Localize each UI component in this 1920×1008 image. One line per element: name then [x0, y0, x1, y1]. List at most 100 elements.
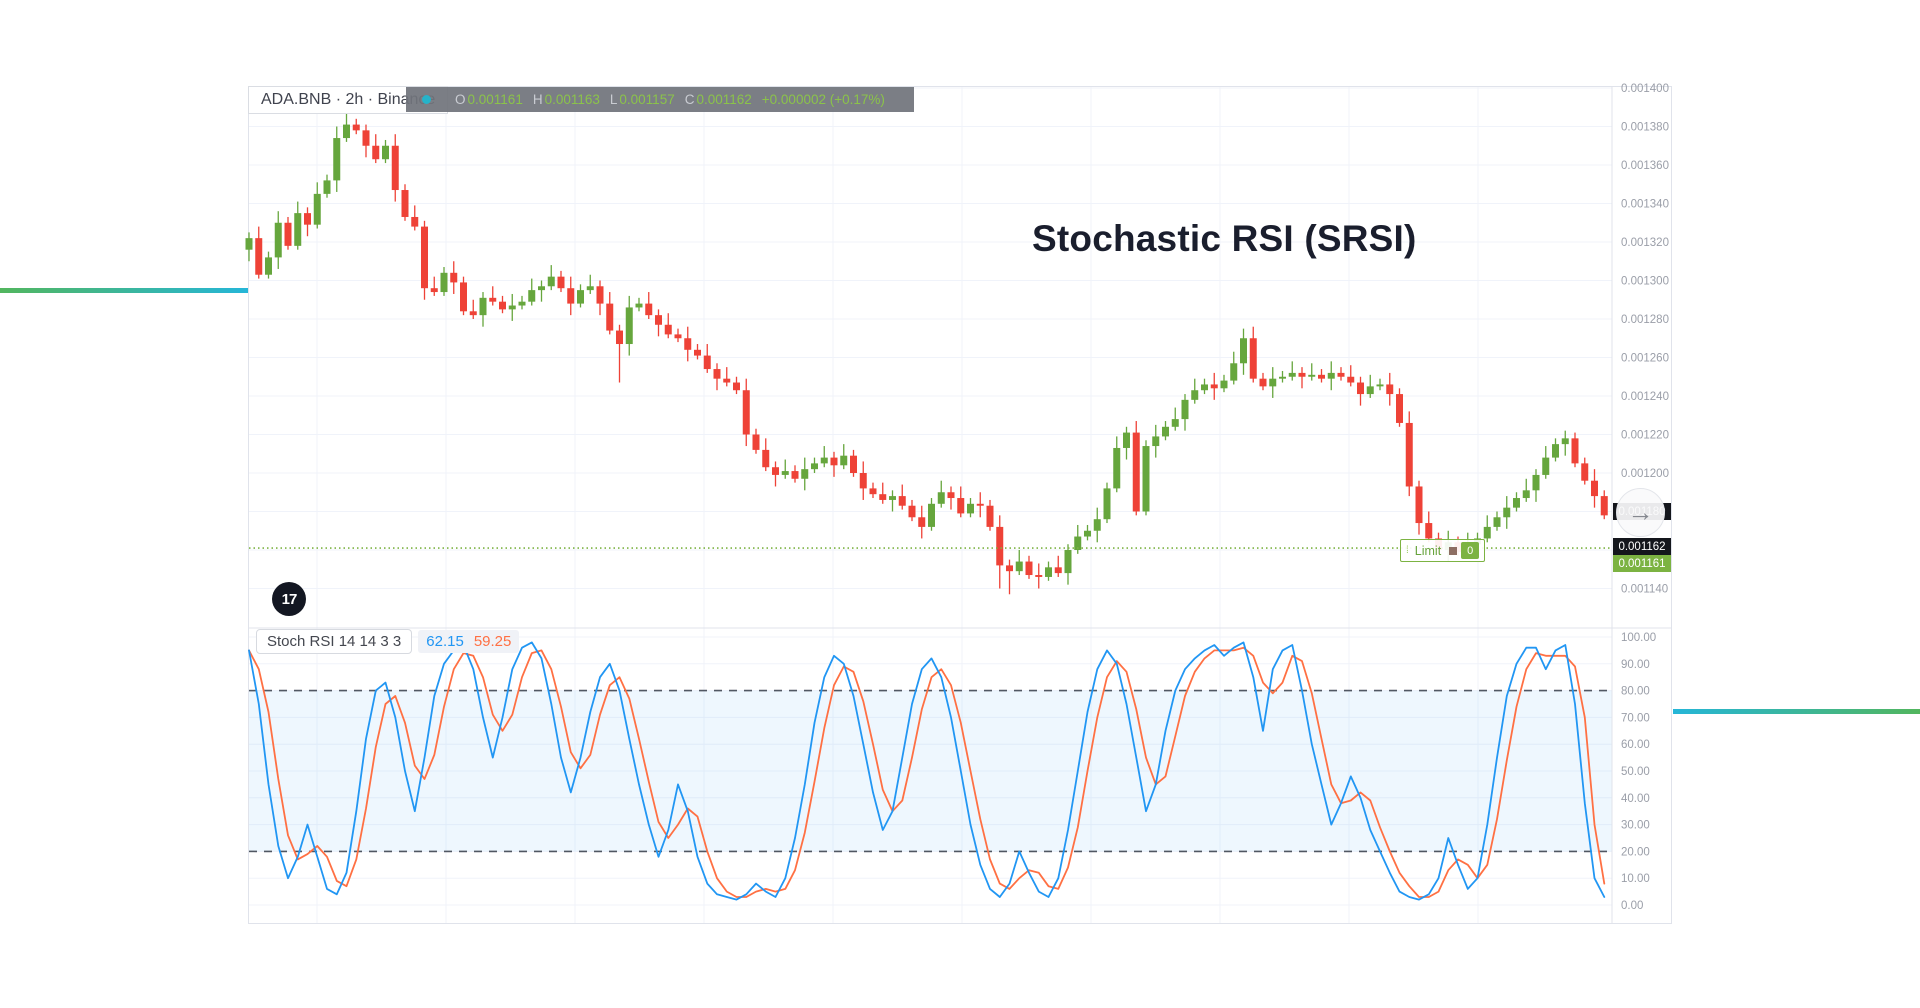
candle-body: [1327, 372, 1335, 379]
stoch-k-value: 62.15: [426, 633, 464, 650]
candle-body: [1415, 486, 1423, 524]
indicator-name[interactable]: Stoch RSI 14 14 3 3: [256, 629, 413, 654]
candle-body: [664, 324, 672, 335]
candle-body: [1308, 374, 1316, 377]
price-axis-label[interactable]: 0.001220: [1621, 430, 1669, 442]
stoch-axis-label[interactable]: 40.00: [1621, 793, 1650, 805]
candle-body: [898, 496, 906, 506]
candle-body: [1561, 438, 1569, 445]
candle-body: [1113, 447, 1121, 489]
candle-body: [343, 124, 350, 139]
candle-body: [313, 193, 321, 225]
candle-body: [976, 503, 984, 506]
candle-body: [557, 276, 565, 289]
candle-body: [1337, 372, 1345, 377]
price-axis-label[interactable]: 0.001240: [1621, 391, 1669, 403]
candle-body: [1318, 374, 1325, 379]
close-value: 0.001162: [696, 92, 752, 107]
high-label: H: [532, 92, 543, 107]
low-label: L: [609, 92, 618, 107]
candle-body: [1386, 384, 1394, 395]
stoch-axis-label[interactable]: 90.00: [1621, 659, 1650, 671]
stoch-axis-label[interactable]: 50.00: [1621, 766, 1650, 778]
price-axis-label[interactable]: 0.001300: [1621, 276, 1669, 288]
low-value: 0.001157: [619, 92, 675, 107]
candle-body: [362, 130, 370, 146]
price-axis-label[interactable]: 0.001260: [1621, 353, 1669, 365]
candle-body: [1025, 561, 1033, 576]
candle-body: [694, 349, 701, 356]
candle-body: [479, 297, 487, 316]
candle-body: [538, 286, 545, 291]
candle-body: [1132, 432, 1140, 512]
limit-order-label[interactable]: ⁞ Limit 0: [1400, 539, 1486, 562]
stoch-axis-label[interactable]: 100.00: [1621, 632, 1656, 644]
price-axis-label[interactable]: 0.001140: [1621, 584, 1668, 596]
stoch-axis-label[interactable]: 80.00: [1621, 686, 1650, 698]
candle-body: [723, 378, 731, 383]
stoch-axis-label[interactable]: 0.00: [1621, 900, 1643, 912]
candle-body: [918, 517, 926, 527]
candle-body: [703, 355, 711, 370]
price-axis-label[interactable]: 0.001380: [1621, 122, 1669, 134]
candle-body: [547, 276, 555, 287]
candle-body: [830, 457, 838, 466]
candle-body: [304, 213, 311, 225]
candle-body: [1103, 488, 1111, 520]
candle-body: [850, 455, 857, 473]
tradingview-logo-icon[interactable]: 17: [272, 582, 306, 616]
candle-body: [645, 303, 653, 316]
candle-body: [1405, 422, 1413, 487]
candle-body: [1425, 523, 1433, 539]
candle-body: [421, 226, 428, 289]
stoch-axis-label[interactable]: 10.00: [1621, 873, 1650, 885]
candle-body: [586, 286, 594, 291]
stoch-axis-label[interactable]: 30.00: [1621, 820, 1650, 832]
candle-body: [1503, 507, 1511, 518]
candle-body: [294, 213, 302, 246]
candle-body: [1054, 567, 1062, 574]
price-axis-label[interactable]: 0.001320: [1621, 237, 1669, 249]
stoch-axis-label[interactable]: 70.00: [1621, 712, 1650, 724]
candle-body: [528, 290, 536, 302]
limit-order-price-tag: 0.001161: [1613, 555, 1671, 572]
candle-body: [1201, 384, 1208, 391]
price-axis-label[interactable]: 0.001400: [1621, 83, 1669, 95]
candle-body: [674, 334, 682, 339]
candle-body: [1074, 536, 1082, 550]
order-quantity-value[interactable]: 0: [1461, 542, 1480, 559]
candle-body: [1035, 575, 1043, 577]
candle-body: [986, 505, 994, 527]
drag-grip-icon[interactable]: ⁞: [1406, 545, 1410, 556]
candle-body: [772, 467, 779, 475]
candle-body: [508, 305, 516, 310]
price-axis-label[interactable]: 0.001340: [1621, 199, 1669, 211]
candle-body: [1064, 550, 1072, 574]
indicator-legend[interactable]: Stoch RSI 14 14 3 3 62.15 59.25: [256, 629, 520, 654]
stoch-axis-label[interactable]: 60.00: [1621, 739, 1650, 751]
candle-body: [430, 288, 438, 293]
candle-body: [1288, 372, 1296, 377]
candle-body: [1269, 378, 1277, 387]
stoch-d-value: 59.25: [473, 633, 512, 650]
candle-body: [928, 503, 935, 527]
candle-body: [1396, 394, 1403, 423]
candle-body: [440, 272, 448, 293]
candle-body: [577, 290, 584, 304]
candle-body: [1600, 496, 1608, 516]
candle-body: [1571, 438, 1579, 464]
candle-body: [1230, 363, 1238, 381]
price-axis-label[interactable]: 0.001200: [1621, 468, 1669, 480]
candlestick-series[interactable]: [245, 103, 1608, 595]
candle-body: [859, 473, 867, 489]
candle-body: [1552, 444, 1559, 458]
price-axis-label[interactable]: 0.001280: [1621, 314, 1669, 326]
stoch-axis-label[interactable]: 20.00: [1621, 846, 1650, 858]
candle-body: [606, 303, 614, 331]
price-axis-label[interactable]: 0.001360: [1621, 160, 1669, 172]
candle-body: [333, 138, 341, 181]
candle-body: [391, 145, 399, 191]
go-to-realtime-button[interactable]: →: [1616, 488, 1665, 537]
